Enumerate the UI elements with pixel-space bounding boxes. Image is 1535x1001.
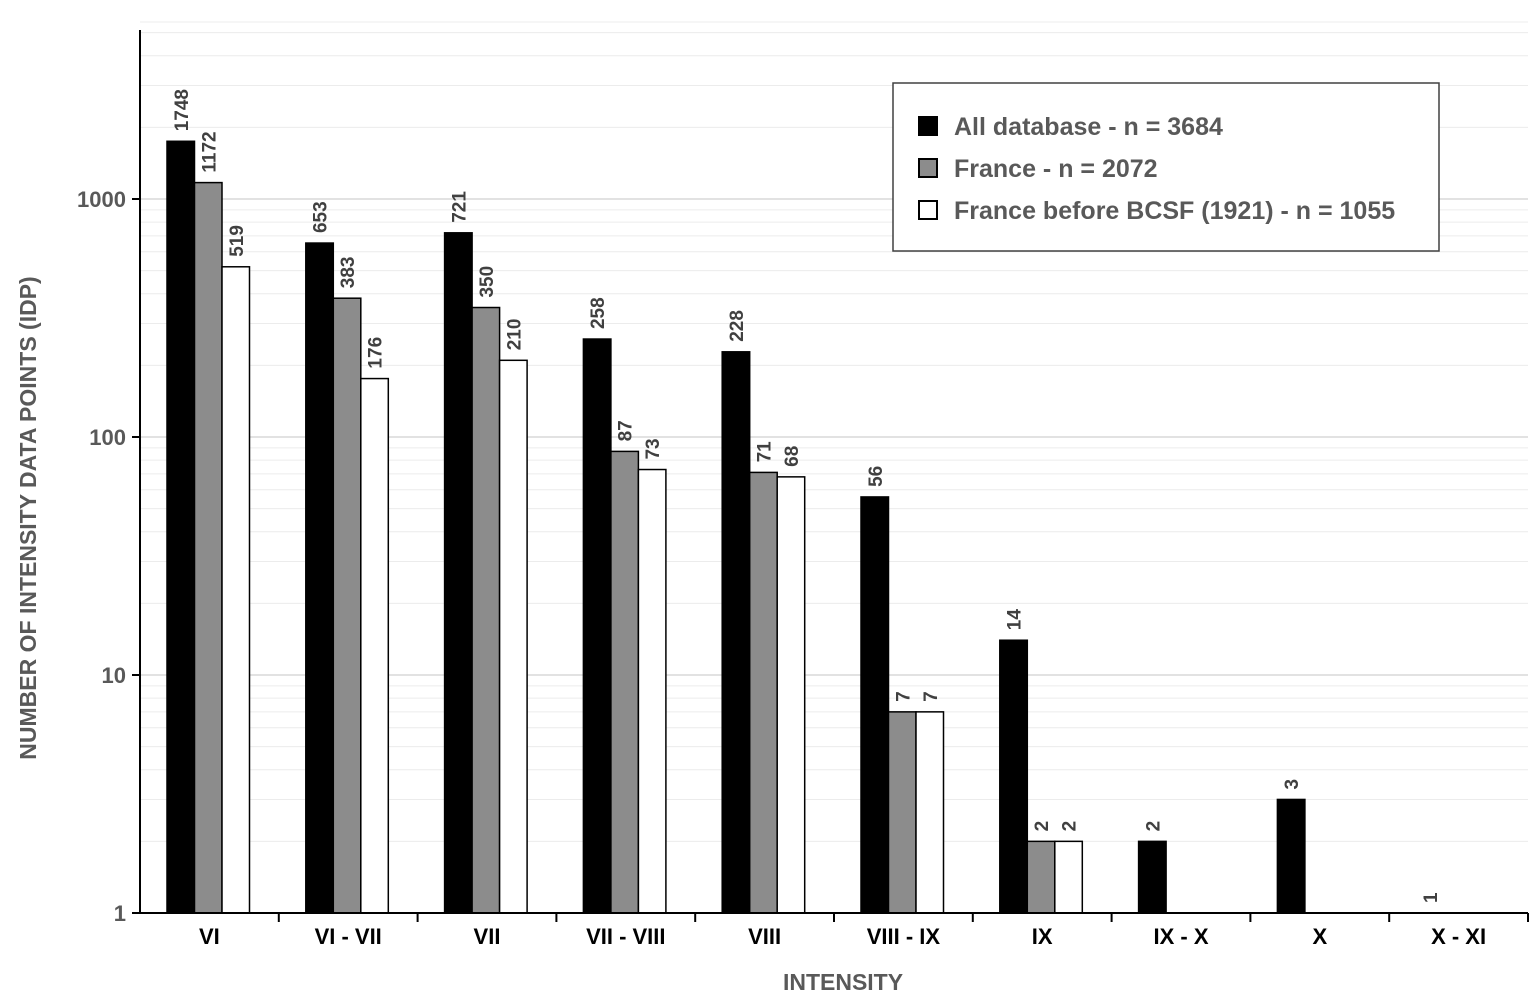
data-label: 7 <box>921 691 942 702</box>
legend-swatch <box>918 158 938 178</box>
bar <box>999 639 1029 914</box>
x-tick-label: VIII - IX <box>867 924 941 949</box>
data-label: 1 <box>1421 892 1442 903</box>
data-label: 210 <box>504 319 525 351</box>
bar <box>582 338 612 914</box>
x-tick-label: VII - VIII <box>586 924 665 949</box>
data-label: 68 <box>782 446 803 467</box>
axes <box>132 30 1529 922</box>
legend-entry: All database - n = 3684 <box>954 113 1223 141</box>
bar <box>221 266 251 914</box>
y-axis-title: NUMBER OF INTENSITY DATA POINTS (IDP) <box>15 276 41 759</box>
x-axis-title: INTENSITY <box>783 969 903 995</box>
bar <box>776 476 806 914</box>
bar <box>860 496 890 914</box>
data-label: 1748 <box>172 89 193 131</box>
bar <box>1137 840 1167 914</box>
data-label: 1172 <box>199 131 220 172</box>
legend-swatch <box>918 200 938 220</box>
data-label: 383 <box>338 256 359 288</box>
x-tick-label: X - XI <box>1431 924 1486 949</box>
data-label: 71 <box>754 441 775 463</box>
data-label: 2 <box>1060 821 1081 832</box>
x-tick-label: X <box>1312 924 1327 949</box>
bar <box>305 242 335 914</box>
data-label: 14 <box>1005 609 1026 631</box>
bar <box>332 297 362 914</box>
data-label: 7 <box>893 691 914 702</box>
x-tick-label: IX - X <box>1153 924 1208 949</box>
data-label: 176 <box>366 337 387 369</box>
bar <box>610 450 640 914</box>
legend: All database - n = 3684 France - n = 2072… <box>892 82 1440 252</box>
bar <box>637 468 667 914</box>
legend-box <box>892 82 1440 252</box>
bar <box>1054 840 1084 914</box>
bar <box>1276 798 1306 914</box>
bar <box>915 711 945 914</box>
bar <box>498 359 528 914</box>
data-label: 350 <box>477 266 498 298</box>
x-tick-label: VIII <box>748 924 781 949</box>
bar <box>887 711 917 914</box>
bar <box>443 232 473 914</box>
x-tick-label: VI <box>199 924 220 949</box>
data-label: 519 <box>227 225 248 257</box>
x-tick-label: VI - VII <box>315 924 382 949</box>
legend-entry: France before BCSF (1921) - n = 1055 <box>954 197 1395 225</box>
bar <box>471 306 501 914</box>
data-label: 87 <box>616 420 637 441</box>
bars <box>166 140 1306 914</box>
bar <box>721 351 751 914</box>
data-label: 2 <box>1032 821 1053 832</box>
bar <box>360 377 390 914</box>
x-tick-label: VII <box>474 924 501 949</box>
data-label: 228 <box>727 310 748 342</box>
y-tick-label: 1000 <box>77 187 126 212</box>
y-tick-label: 100 <box>89 425 126 450</box>
data-label: 653 <box>311 201 332 233</box>
data-label: 3 <box>1282 779 1303 790</box>
legend-swatch <box>918 116 938 136</box>
y-tick-label: 1 <box>114 901 126 926</box>
x-tick-label: IX <box>1032 924 1053 949</box>
y-tick-label: 10 <box>102 663 126 688</box>
bar <box>1026 840 1056 914</box>
data-label: 258 <box>588 297 609 329</box>
data-label: 721 <box>449 191 470 223</box>
data-label: 73 <box>643 438 664 459</box>
legend-entry: France - n = 2072 <box>954 155 1158 183</box>
bar <box>166 140 196 914</box>
bar <box>193 181 223 914</box>
bar <box>748 471 778 914</box>
data-label: 2 <box>1143 821 1164 832</box>
data-label: 56 <box>866 466 887 487</box>
